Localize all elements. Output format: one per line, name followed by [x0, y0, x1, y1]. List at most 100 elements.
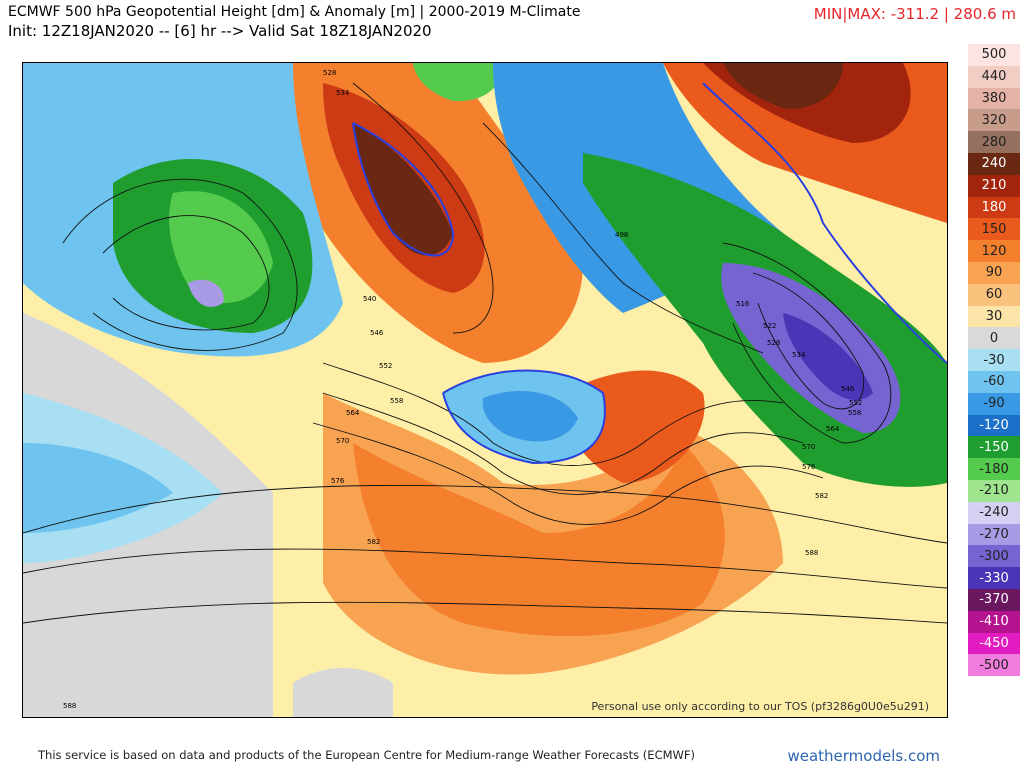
- contour-label: 552: [849, 399, 862, 407]
- legend-label: -60: [983, 374, 1005, 390]
- legend-label: 240: [981, 156, 1007, 172]
- contour-label: 564: [826, 425, 840, 433]
- legend-label: 210: [981, 178, 1007, 194]
- legend-label: -150: [979, 439, 1009, 455]
- legend-swatch: -210: [968, 479, 1020, 502]
- legend-label: -300: [979, 548, 1009, 564]
- tos-notice: Personal use only according to our TOS (…: [591, 700, 929, 713]
- contour-line: [102, 215, 270, 331]
- contour-label: 552: [379, 362, 392, 370]
- legend-label: 0: [989, 330, 999, 346]
- legend-label: 280: [981, 134, 1007, 150]
- legend-swatch: -120: [968, 414, 1020, 437]
- brand-link[interactable]: weathermodels.com: [787, 747, 940, 765]
- contour-line: [722, 242, 892, 444]
- legend-swatch: 320: [968, 109, 1020, 132]
- contour-label: 582: [815, 492, 828, 500]
- cold-core-greatlakes: [482, 390, 578, 442]
- legend-label: -270: [979, 526, 1009, 542]
- contour-label: 528: [323, 69, 336, 77]
- cold-max-atlantic: [783, 313, 873, 401]
- contour-line: [482, 122, 764, 354]
- legend-swatch: 210: [968, 174, 1020, 197]
- legend-label: -370: [979, 592, 1009, 608]
- map-canvas: 528 534 498 516 522 528 534 540 546 552 …: [23, 63, 947, 717]
- legend-swatch: -30: [968, 349, 1020, 371]
- contour-label: 546: [841, 385, 855, 393]
- contour-line: [23, 601, 947, 624]
- color-legend: 500 440 380 320 280 240 210 180 150 120 90 60 30 0 -30…: [968, 44, 1020, 677]
- contour-line: [23, 548, 947, 589]
- contour-label: 570: [336, 437, 349, 445]
- legend-label: 120: [981, 243, 1007, 259]
- contour-label: 498: [615, 231, 628, 239]
- anomaly-map: 528 534 498 516 522 528 534 540 546 552 …: [22, 62, 948, 718]
- legend-label: -180: [979, 461, 1009, 477]
- legend-label: -330: [979, 570, 1009, 586]
- contour-label: 558: [848, 409, 861, 417]
- legend-label: -240: [979, 505, 1009, 521]
- contour-line: [62, 178, 298, 351]
- contour-label: 540: [363, 295, 376, 303]
- legend-label: 440: [981, 69, 1007, 85]
- legend-swatch: 90: [968, 261, 1020, 284]
- contour-label: 522: [763, 322, 776, 330]
- legend-swatch: 440: [968, 65, 1020, 88]
- anomaly-line: [442, 369, 606, 465]
- legend-swatch: 0: [968, 327, 1020, 350]
- contour-label: 528: [767, 339, 780, 347]
- source-credit: This service is based on data and produc…: [38, 748, 695, 762]
- cold-max-pacific: [188, 279, 224, 307]
- legend-label: 150: [981, 221, 1007, 237]
- legend-swatch: 500: [968, 44, 1020, 66]
- contour-label: 570: [802, 443, 815, 451]
- legend-swatch: -150: [968, 436, 1020, 459]
- legend-label: 30: [985, 308, 1003, 324]
- legend-label: 380: [981, 90, 1007, 106]
- legend-swatch: -450: [968, 632, 1020, 655]
- legend-swatch: -60: [968, 370, 1020, 393]
- contour-label: 582: [367, 538, 380, 546]
- legend-swatch: -270: [968, 523, 1020, 546]
- cold-core-pacific: [169, 191, 273, 303]
- min-max-readout: MIN|MAX: -311.2 | 280.6 m: [813, 5, 1016, 23]
- anomaly-zero-lines: [352, 82, 947, 465]
- contour-label: 576: [331, 477, 345, 485]
- contour-line: [322, 392, 804, 495]
- neutral-patch-south: [293, 668, 393, 717]
- legend-label: 60: [985, 287, 1003, 303]
- cold-core-west: [23, 443, 173, 533]
- legend-label: 90: [985, 265, 1003, 281]
- legend-swatch: -500: [968, 654, 1020, 677]
- legend-label: -210: [979, 483, 1009, 499]
- legend-label: -410: [979, 614, 1009, 630]
- legend-label: -120: [979, 417, 1009, 433]
- legend-label: -500: [979, 657, 1009, 673]
- legend-label: -90: [983, 396, 1005, 412]
- warm-max-canada: [353, 123, 453, 256]
- cold-patch-north: [413, 63, 503, 102]
- legend-swatch: 60: [968, 283, 1020, 306]
- legend-label: -30: [983, 352, 1005, 368]
- contour-line: [322, 362, 784, 466]
- contour-label: 558: [390, 397, 403, 405]
- legend-swatch: 240: [968, 152, 1020, 175]
- contour-label: 534: [336, 89, 350, 97]
- legend-swatch: 150: [968, 218, 1020, 241]
- contour-label: 516: [736, 300, 750, 308]
- legend-label: 500: [981, 47, 1007, 63]
- legend-swatch: -180: [968, 458, 1020, 480]
- contour-line: [352, 82, 494, 334]
- legend-swatch: -410: [968, 610, 1020, 633]
- contour-label: 576: [802, 463, 816, 471]
- contour-label: 546: [370, 329, 384, 337]
- legend-label: 320: [981, 112, 1007, 128]
- legend-swatch: 120: [968, 240, 1020, 262]
- contour-label: 588: [805, 549, 818, 557]
- contour-label: 564: [346, 409, 360, 417]
- legend-swatch: -370: [968, 588, 1020, 611]
- legend-swatch: 380: [968, 87, 1020, 110]
- legend-swatch: 180: [968, 196, 1020, 219]
- contour-label: 588: [63, 702, 76, 710]
- warm-core-us: [353, 443, 725, 637]
